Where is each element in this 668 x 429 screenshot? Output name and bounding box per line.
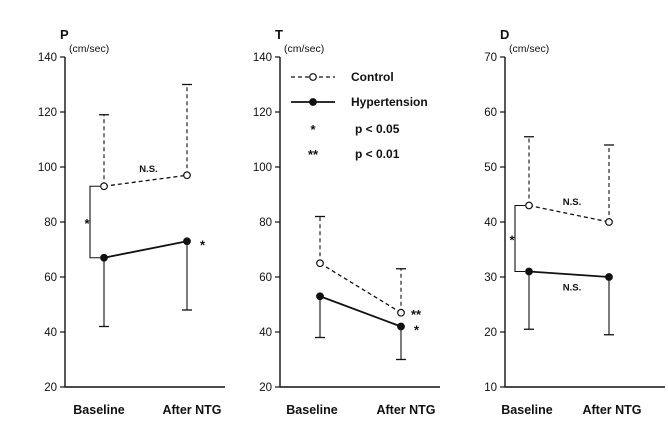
panel-letter: P [60, 27, 69, 42]
data-point [397, 308, 405, 317]
y-tick-label: 120 [38, 107, 57, 119]
y-tick-label: 100 [38, 162, 57, 174]
y-tick-label: 50 [484, 162, 497, 174]
data-point [605, 218, 613, 226]
legend-symbol: ** [308, 147, 319, 162]
data-point [397, 322, 405, 331]
panel-letter: T [275, 27, 283, 42]
data-point [605, 273, 613, 281]
data-point [316, 292, 324, 301]
annotation-star: ** [411, 307, 422, 322]
significance-bracket [514, 204, 525, 273]
y-tick-label: 140 [253, 52, 272, 64]
significance-bracket [89, 185, 100, 259]
data-point [183, 237, 191, 246]
y-tick-label: 70 [484, 52, 497, 64]
data-point [525, 267, 533, 276]
y-tick-label: 80 [259, 217, 272, 229]
annotation-star: * [84, 216, 90, 231]
x-tick-label: Baseline [73, 403, 124, 417]
series-control [99, 83, 192, 191]
series-control [524, 136, 614, 226]
y-tick-label: 20 [484, 327, 497, 339]
annotation-ns: N.S. [563, 282, 581, 293]
chart-panel-d: 10 20 30 40 50 60 70D(cm/sec) Baseline After NTG… [484, 27, 665, 417]
y-tick-label: 100 [253, 162, 272, 174]
series-line [528, 270, 610, 278]
data-point [183, 171, 191, 180]
y-tick-label: 40 [44, 327, 57, 339]
series-hypertension [315, 292, 406, 361]
legend-marker [309, 98, 317, 106]
series-hypertension [99, 237, 192, 328]
unit-label: (cm/sec) [509, 43, 549, 55]
data-point [525, 201, 533, 210]
y-tick-label: 40 [259, 327, 272, 339]
annotation-star: * [509, 233, 515, 248]
y-tick-label: 60 [44, 272, 57, 284]
series-control [315, 215, 406, 317]
data-point [100, 253, 108, 262]
y-tick-label: 60 [484, 107, 497, 119]
legend-label: p < 0.01 [355, 147, 400, 161]
y-tick-label: 120 [253, 107, 272, 119]
y-tick-label: 20 [259, 382, 272, 394]
legend-label: Hypertension [351, 95, 428, 109]
y-tick-label: 40 [484, 217, 497, 229]
legend-symbol: * [310, 122, 316, 137]
unit-label: (cm/sec) [284, 43, 324, 55]
y-tick-label: 60 [259, 272, 272, 284]
x-tick-label: After NTG [376, 403, 435, 417]
legend-label: p < 0.05 [355, 122, 400, 136]
y-tick-label: 20 [44, 382, 57, 394]
legend-marker [309, 73, 317, 81]
y-tick-label: 80 [44, 217, 57, 229]
annotation-star: * [200, 237, 206, 252]
series-line [103, 240, 188, 259]
unit-label: (cm/sec) [69, 43, 109, 55]
y-tick-label: 10 [484, 382, 497, 394]
legend: Control Hypertension * p < 0.05 ** p < 0.01 [291, 70, 428, 162]
x-tick-label: After NTG [162, 403, 221, 417]
data-point [316, 259, 324, 268]
legend-label: Control [351, 70, 394, 84]
series-line [319, 262, 402, 314]
series-line [528, 204, 610, 223]
series-hypertension [524, 267, 614, 336]
y-tick-label: 140 [38, 52, 57, 64]
annotation-star: * [414, 323, 420, 338]
data-point [100, 182, 108, 191]
x-tick-label: Baseline [501, 403, 552, 417]
series-line [319, 295, 402, 328]
series-line [103, 174, 188, 187]
annotation-ns: N.S. [563, 197, 581, 208]
y-tick-label: 30 [484, 272, 497, 284]
annotation-ns: N.S. [139, 164, 157, 175]
panel-letter: D [500, 27, 509, 42]
x-tick-label: Baseline [286, 403, 337, 417]
x-tick-label: After NTG [582, 403, 641, 417]
